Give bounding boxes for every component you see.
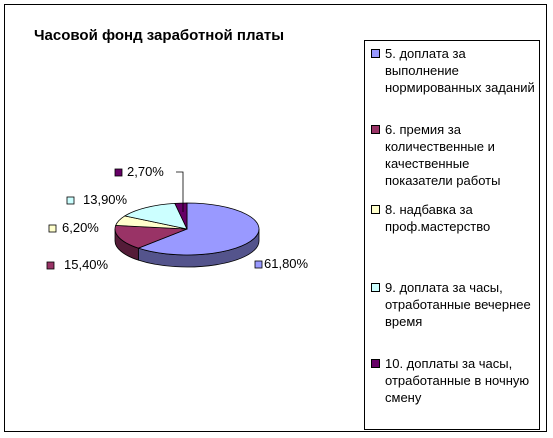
data-label-swatch-8 <box>48 224 57 233</box>
pie-slice-6 <box>114 225 188 249</box>
data-label-5: 61,80% <box>264 256 309 271</box>
legend-label-9: 9. доплата за часы, отработанные вечерне… <box>385 280 531 329</box>
legend: 5. доплата за выполнение нормированных з… <box>364 40 540 430</box>
legend-item-6: 6. премия за количественные и качественн… <box>371 121 537 189</box>
legend-swatch-10 <box>371 359 380 368</box>
data-label-swatch-6 <box>46 261 55 270</box>
data-label-6: 15,40% <box>64 257 109 272</box>
data-label-9: 13,90% <box>83 192 128 207</box>
legend-swatch-8 <box>371 205 380 214</box>
pie-slice-5 <box>137 202 260 256</box>
legend-swatch-6 <box>371 125 380 134</box>
legend-item-9: 9. доплата за часы, отработанные вечерне… <box>371 279 537 330</box>
data-label-swatch-10 <box>114 168 123 177</box>
chart-title: Часовой фонд заработной платы <box>34 27 285 44</box>
legend-swatch-9 <box>371 283 380 292</box>
data-label-8: 6,20% <box>62 220 99 235</box>
legend-label-5: 5. доплата за выполнение нормированных з… <box>385 46 535 95</box>
legend-item-5: 5. доплата за выполнение нормированных з… <box>371 45 537 96</box>
legend-label-8: 8. надбавка за проф.мастерство <box>385 202 491 234</box>
leader-line-10 <box>176 171 184 212</box>
pie-slice-10 <box>174 202 188 230</box>
pie-slice-9 <box>123 202 188 230</box>
legend-label-10: 10. доплаты за часы, отработанные в ночн… <box>385 356 530 405</box>
data-label-swatch-9 <box>66 196 75 205</box>
legend-item-8: 8. надбавка за проф.мастерство <box>371 201 537 235</box>
data-label-swatch-5 <box>254 260 263 269</box>
data-label-10: 2,70% <box>127 164 164 179</box>
legend-swatch-5 <box>371 49 380 58</box>
legend-label-6: 6. премия за количественные и качественн… <box>385 122 501 188</box>
legend-item-10: 10. доплаты за часы, отработанные в ночн… <box>371 355 537 406</box>
